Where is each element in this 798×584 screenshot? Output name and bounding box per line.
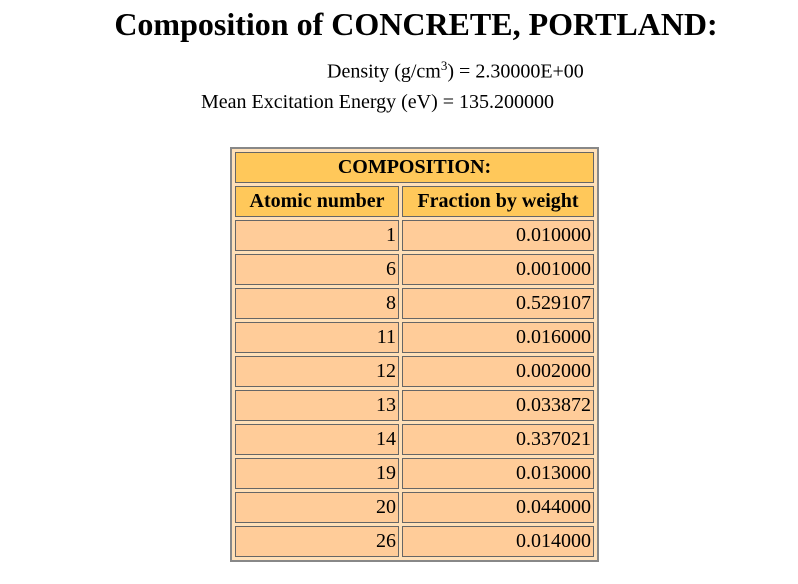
fraction-cell: 0.529107 — [402, 288, 594, 319]
atomic-number-cell: 6 — [235, 254, 399, 285]
atomic-number-cell: 19 — [235, 458, 399, 489]
table-row: 8 0.529107 — [235, 288, 594, 319]
mean-excitation-energy: Mean Excitation Energy (eV) = 135.200000 — [201, 91, 555, 113]
table-body: 1 0.010000 6 0.001000 8 0.529107 11 0.016000… — [235, 220, 594, 557]
header-row: Atomic number Fraction by weight — [235, 186, 594, 217]
fraction-cell: 0.337021 — [402, 424, 594, 455]
atomic-number-cell: 12 — [235, 356, 399, 387]
table-caption: COMPOSITION: — [235, 152, 594, 183]
table-row: 11 0.016000 — [235, 322, 594, 353]
atomic-number-cell: 11 — [235, 322, 399, 353]
density-suffix: ) = 2.30000E+00 — [447, 60, 584, 83]
atomic-number-cell: 20 — [235, 492, 399, 523]
fraction-cell: 0.016000 — [402, 322, 594, 353]
density-prefix: Density (g/cm — [327, 60, 441, 83]
table-row: 14 0.337021 — [235, 424, 594, 455]
atomic-number-cell: 8 — [235, 288, 399, 319]
atomic-number-cell: 13 — [235, 390, 399, 421]
atomic-number-cell: 26 — [235, 526, 399, 557]
table-row: 1 0.010000 — [235, 220, 594, 251]
density-line: Density (g/cm3) = 2.30000E+00 — [327, 58, 584, 84]
fraction-cell: 0.002000 — [402, 356, 594, 387]
table-row: 13 0.033872 — [235, 390, 594, 421]
column-header-atomic-number: Atomic number — [235, 186, 399, 217]
fraction-cell: 0.033872 — [402, 390, 594, 421]
table-row: 26 0.014000 — [235, 526, 594, 557]
density-exponent: 3 — [440, 58, 448, 73]
fraction-cell: 0.010000 — [402, 220, 594, 251]
table-row: 19 0.013000 — [235, 458, 594, 489]
atomic-number-cell: 14 — [235, 424, 399, 455]
composition-table: COMPOSITION: Atomic number Fraction by w… — [230, 147, 599, 562]
caption-row: COMPOSITION: — [235, 152, 594, 183]
table-row: 6 0.001000 — [235, 254, 594, 285]
fraction-cell: 0.013000 — [402, 458, 594, 489]
fraction-cell: 0.014000 — [402, 526, 594, 557]
table-row: 12 0.002000 — [235, 356, 594, 387]
atomic-number-cell: 1 — [235, 220, 399, 251]
fraction-cell: 0.001000 — [402, 254, 594, 285]
fraction-cell: 0.044000 — [402, 492, 594, 523]
table-row: 20 0.044000 — [235, 492, 594, 523]
page-title: Composition of CONCRETE, PORTLAND: — [114, 6, 718, 42]
column-header-fraction: Fraction by weight — [402, 186, 594, 217]
